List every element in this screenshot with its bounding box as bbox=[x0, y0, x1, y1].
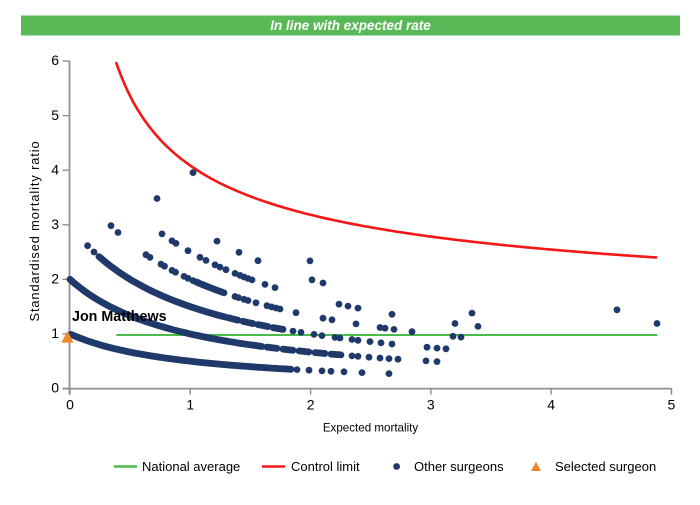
svg-text:Control limit: Control limit bbox=[291, 459, 360, 474]
svg-text:Other surgeons: Other surgeons bbox=[414, 459, 504, 474]
svg-text:5: 5 bbox=[668, 396, 676, 412]
svg-text:2: 2 bbox=[307, 396, 315, 412]
svg-text:National average: National average bbox=[142, 459, 240, 474]
svg-text:1: 1 bbox=[186, 396, 194, 412]
svg-text:2: 2 bbox=[51, 271, 59, 287]
svg-text:In line with expected rate: In line with expected rate bbox=[270, 18, 431, 33]
svg-text:0: 0 bbox=[51, 380, 59, 396]
svg-text:4: 4 bbox=[51, 161, 59, 177]
svg-text:3: 3 bbox=[51, 216, 59, 232]
svg-text:Jon Matthews: Jon Matthews bbox=[72, 309, 167, 325]
svg-text:Selected surgeon: Selected surgeon bbox=[555, 459, 656, 474]
svg-text:Expected mortality: Expected mortality bbox=[323, 421, 419, 434]
svg-text:3: 3 bbox=[427, 396, 435, 412]
svg-text:1: 1 bbox=[51, 325, 59, 341]
svg-text:4: 4 bbox=[547, 396, 555, 412]
svg-text:Standardised mortality ratio: Standardised mortality ratio bbox=[27, 141, 42, 322]
svg-text:5: 5 bbox=[51, 107, 59, 123]
svg-text:6: 6 bbox=[51, 52, 59, 68]
svg-text:0: 0 bbox=[66, 396, 74, 412]
